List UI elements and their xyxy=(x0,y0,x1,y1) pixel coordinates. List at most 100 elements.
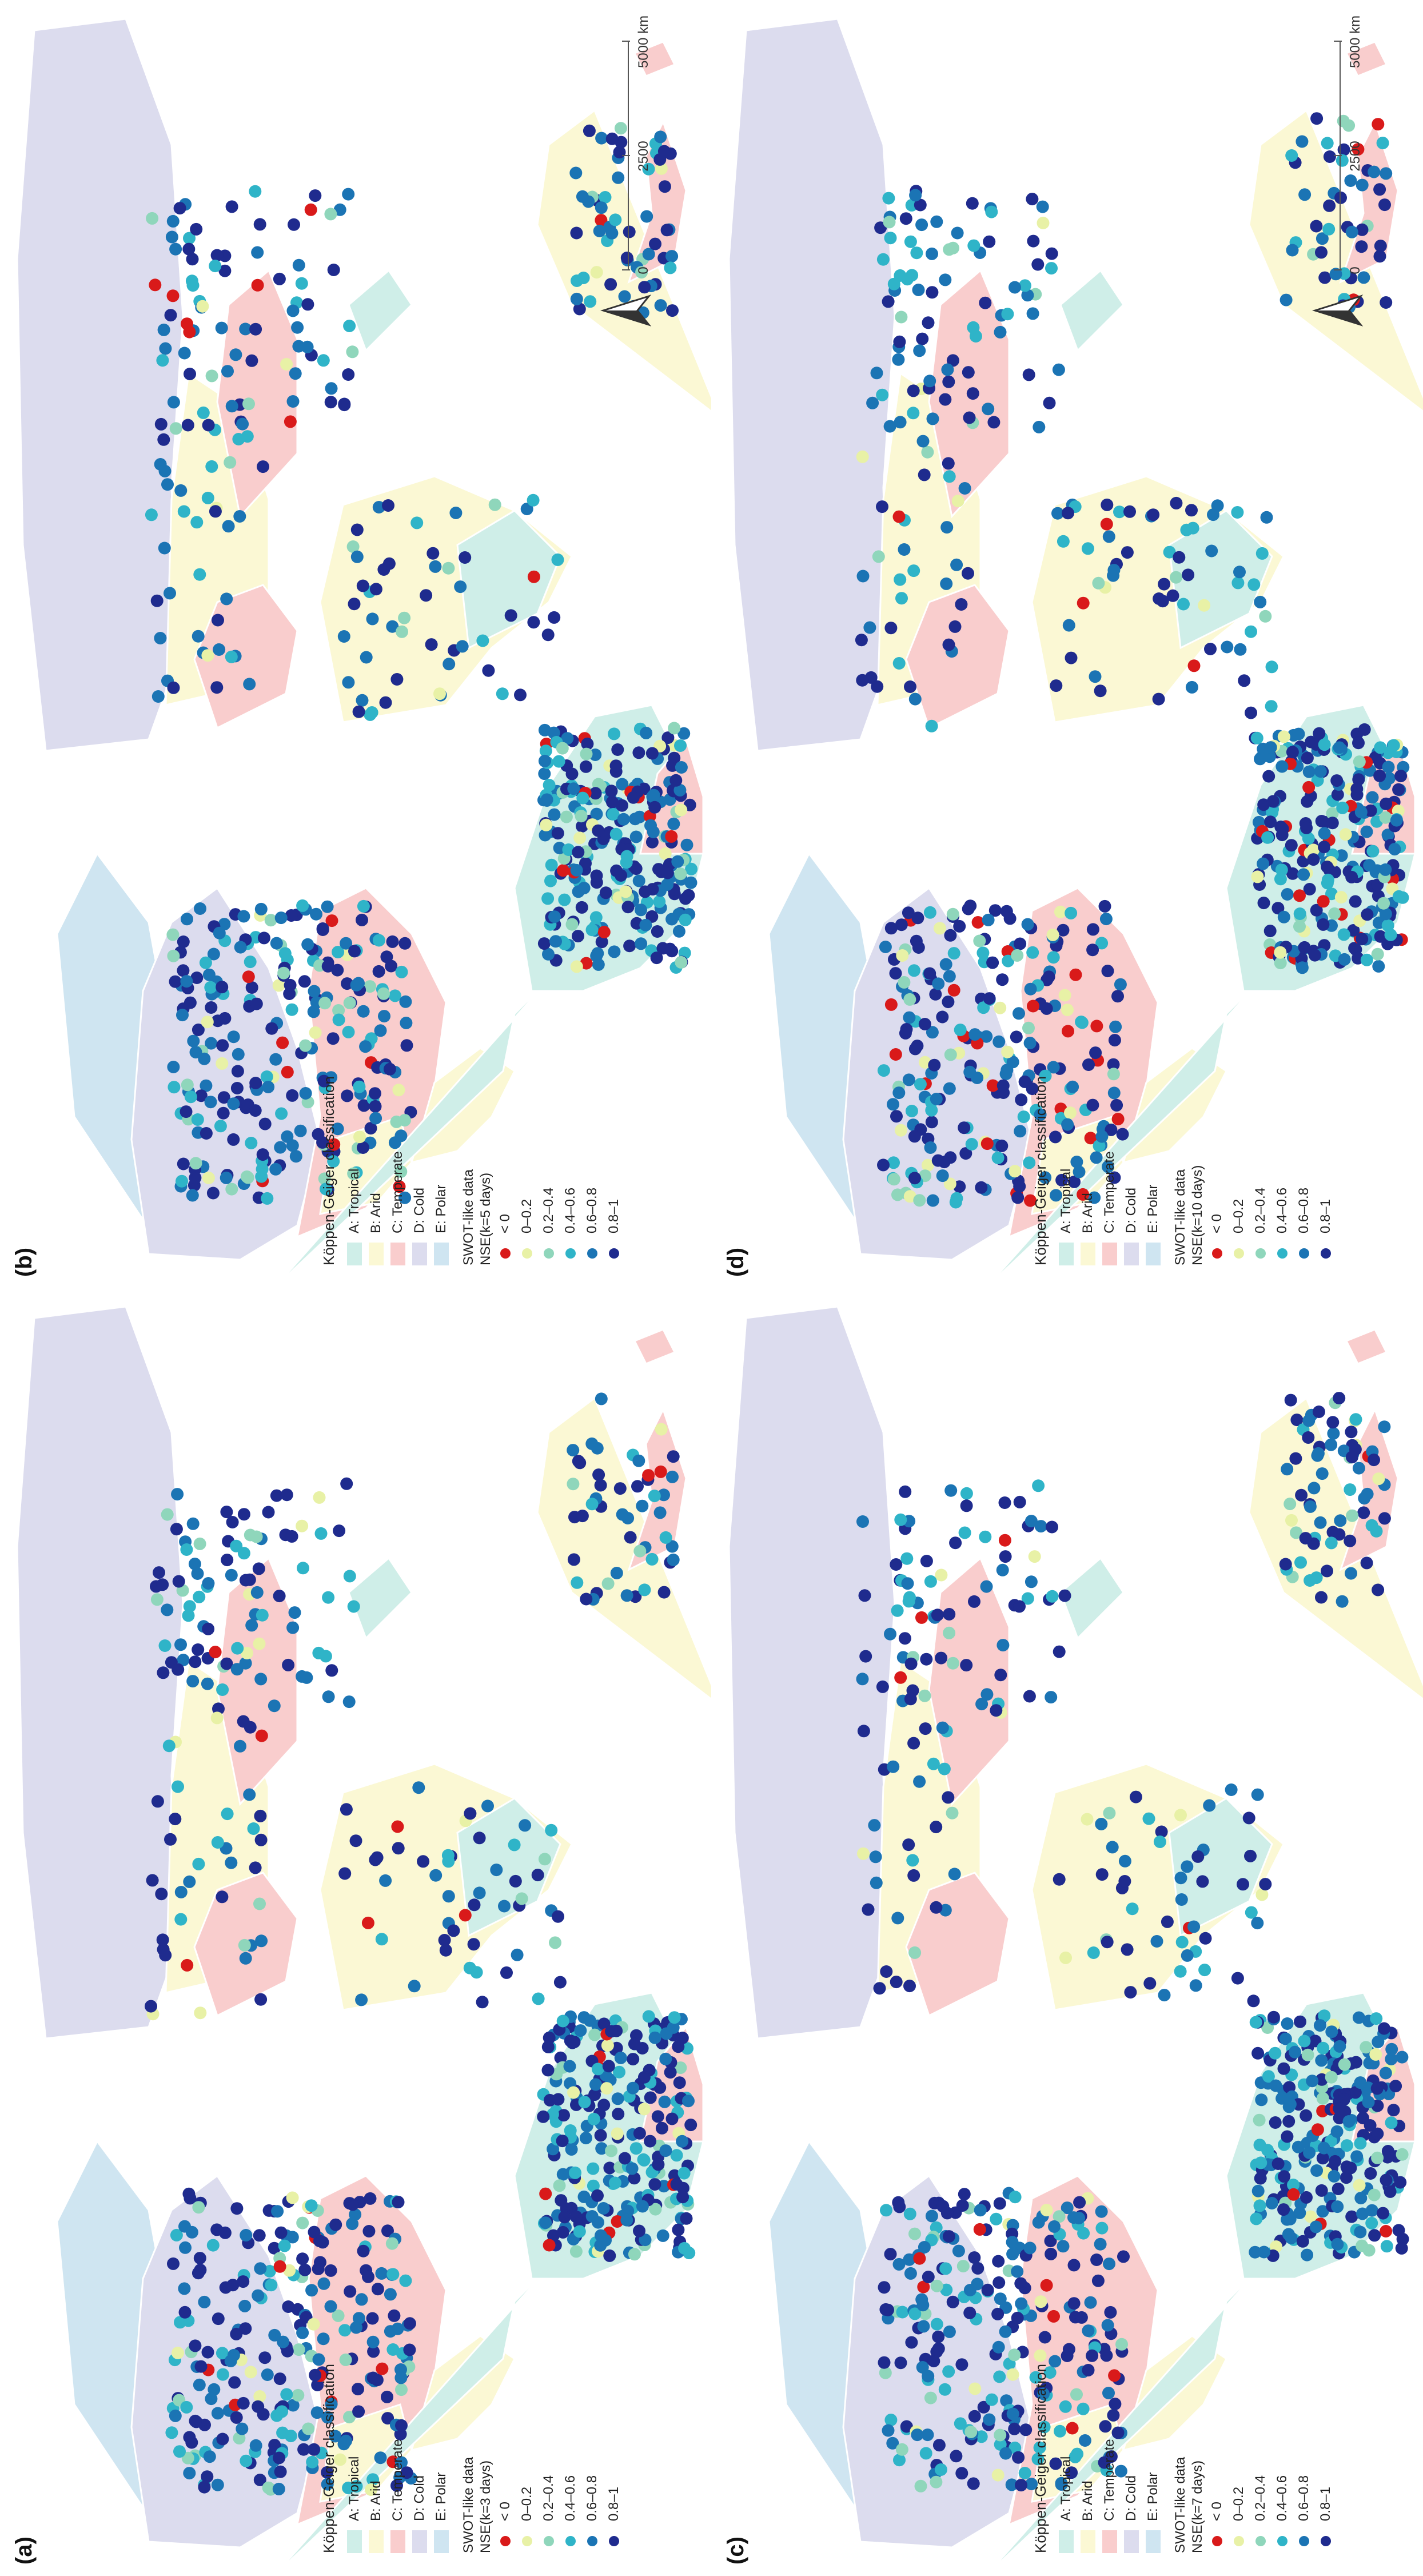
gauge-point xyxy=(1055,1173,1069,1187)
gauge-point xyxy=(620,1589,633,1602)
gauge-point xyxy=(923,375,936,388)
gauge-point xyxy=(1011,949,1024,962)
gauge-point xyxy=(254,1809,267,1822)
gauge-point xyxy=(288,1606,301,1619)
gauge-point xyxy=(947,241,959,254)
classification-title: Köppen-Geiger classification xyxy=(1032,1076,1049,1265)
gauge-point xyxy=(919,2447,932,2460)
gauge-point xyxy=(985,2393,998,2406)
gauge-point xyxy=(213,643,226,656)
gauge-point xyxy=(1334,191,1347,204)
gauge-point xyxy=(958,482,971,495)
gauge-point xyxy=(285,909,298,922)
gauge-point xyxy=(520,503,533,516)
gauge-point xyxy=(943,1608,956,1621)
gauge-point xyxy=(168,1081,181,1094)
gauge-point xyxy=(541,628,555,642)
gauge-point xyxy=(627,2081,640,2095)
gauge-point xyxy=(274,2465,287,2478)
climate-swatch xyxy=(347,1243,362,1265)
gauge-point xyxy=(653,1506,667,1519)
gauge-point xyxy=(1381,829,1394,841)
gauge-point xyxy=(249,2439,262,2452)
africa-tropical xyxy=(456,509,561,650)
gauge-point xyxy=(554,2051,567,2064)
gauge-point xyxy=(270,937,283,950)
gauge-point xyxy=(215,321,228,335)
gauge-point xyxy=(473,1886,486,1900)
gauge-point xyxy=(1036,200,1049,213)
climate-class-label: C: Temperate xyxy=(1102,2439,1117,2521)
gauge-point xyxy=(983,235,996,248)
gauge-point xyxy=(665,250,679,263)
nse-dot xyxy=(565,1248,576,1259)
gauge-point xyxy=(1377,897,1390,910)
gauge-point xyxy=(1012,2451,1025,2464)
gauge-point xyxy=(202,968,216,981)
gauge-point xyxy=(1257,798,1270,811)
gauge-point xyxy=(611,743,624,756)
gauge-point xyxy=(254,2262,267,2275)
gauge-point xyxy=(907,1869,920,1882)
gauge-point xyxy=(172,2346,184,2359)
nse-dot xyxy=(609,1248,619,1259)
gauge-point xyxy=(651,925,664,938)
gauge-point xyxy=(365,706,378,719)
gauge-point xyxy=(930,1821,943,1834)
gauge-point xyxy=(595,935,608,949)
gauge-point xyxy=(1311,1449,1324,1462)
gauge-point xyxy=(442,1890,455,1903)
gauge-point xyxy=(1354,2137,1367,2150)
gauge-point xyxy=(199,956,212,969)
gauge-point xyxy=(1345,1426,1358,1439)
gauge-point xyxy=(333,1524,346,1538)
gauge-point xyxy=(500,1966,513,1979)
gauge-point xyxy=(1013,1007,1025,1020)
gauge-point xyxy=(194,2360,208,2373)
gauge-point xyxy=(614,122,627,135)
gauge-point xyxy=(575,901,588,914)
climate-class-label: A: Tropical xyxy=(346,1168,362,1233)
gauge-point xyxy=(162,1739,176,1753)
gauge-point xyxy=(608,727,621,740)
gauge-point xyxy=(1121,546,1134,559)
gauge-point xyxy=(286,1621,300,1634)
gauge-point xyxy=(296,1519,309,1532)
gauge-point xyxy=(1025,1575,1038,1588)
gauge-point xyxy=(618,290,631,303)
gauge-point xyxy=(216,981,229,994)
gauge-point xyxy=(1089,1046,1102,1060)
gauge-point xyxy=(366,2371,380,2384)
gauge-point xyxy=(1261,831,1274,844)
gauge-point xyxy=(672,925,685,938)
gauge-point xyxy=(1064,1106,1077,1120)
gauge-point xyxy=(347,1600,360,1613)
gauge-point xyxy=(216,1890,229,1904)
gauge-point xyxy=(894,573,907,586)
gauge-point xyxy=(642,1469,655,1482)
gauge-point xyxy=(911,1040,924,1053)
gauge-point xyxy=(1225,1783,1238,1796)
gauge-point xyxy=(250,1586,264,1599)
gauge-point xyxy=(939,958,952,971)
gauge-point xyxy=(308,985,321,998)
nse-bin-label: 0.8–1 xyxy=(606,2486,621,2521)
gauge-point xyxy=(196,300,209,313)
gauge-point xyxy=(1321,1564,1333,1578)
gauge-point xyxy=(272,2482,285,2495)
gauge-point xyxy=(1264,741,1277,754)
australia-arid xyxy=(536,109,711,1288)
gauge-point xyxy=(946,2295,959,2308)
gauge-point xyxy=(346,540,360,553)
gauge-point xyxy=(1396,2148,1409,2161)
gauge-point xyxy=(942,2230,955,2243)
gauge-point xyxy=(209,1646,222,1659)
gauge-point xyxy=(1315,246,1328,259)
gauge-point xyxy=(1065,651,1078,664)
gauge-point xyxy=(1158,578,1171,591)
gauge-point xyxy=(1314,1516,1327,1529)
gauge-point xyxy=(164,309,177,322)
gauge-point xyxy=(940,521,954,534)
gauge-point xyxy=(670,2177,683,2191)
climate-swatch xyxy=(412,1243,427,1265)
